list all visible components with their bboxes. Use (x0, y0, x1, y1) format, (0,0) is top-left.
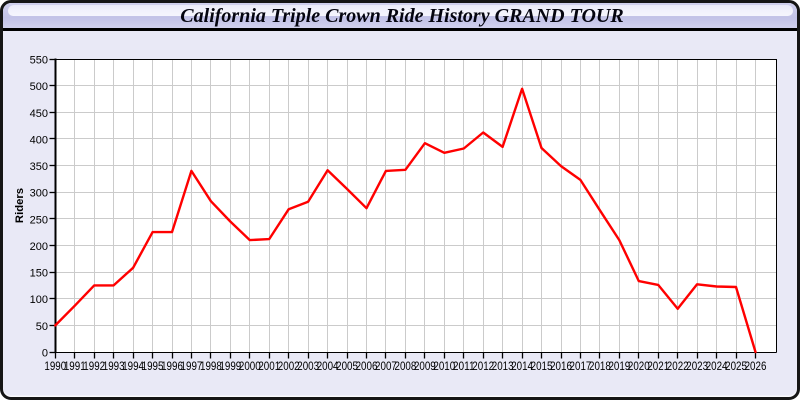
svg-text:200: 200 (30, 241, 48, 253)
svg-text:450: 450 (30, 108, 48, 120)
svg-text:300: 300 (30, 188, 48, 200)
svg-text:2010: 2010 (433, 359, 455, 373)
svg-text:0: 0 (42, 348, 48, 360)
svg-text:1998: 1998 (200, 359, 222, 373)
svg-text:2019: 2019 (608, 359, 630, 373)
svg-text:2006: 2006 (356, 359, 378, 373)
svg-text:2009: 2009 (414, 359, 436, 373)
svg-text:2001: 2001 (258, 359, 280, 373)
svg-text:1997: 1997 (181, 359, 203, 373)
svg-text:1996: 1996 (161, 359, 183, 373)
svg-text:2015: 2015 (531, 359, 553, 373)
svg-text:2011: 2011 (453, 359, 475, 373)
svg-text:400: 400 (30, 134, 48, 146)
svg-text:2016: 2016 (550, 359, 572, 373)
svg-text:Riders: Riders (14, 188, 26, 223)
svg-text:2023: 2023 (686, 359, 708, 373)
svg-text:100: 100 (30, 294, 48, 306)
svg-text:2025: 2025 (725, 359, 747, 373)
svg-text:1993: 1993 (103, 359, 125, 373)
svg-text:2012: 2012 (472, 359, 494, 373)
svg-text:2020: 2020 (628, 359, 650, 373)
svg-text:2008: 2008 (395, 359, 417, 373)
svg-text:250: 250 (30, 214, 48, 226)
svg-text:2021: 2021 (647, 359, 669, 373)
svg-text:1999: 1999 (219, 359, 241, 373)
svg-text:500: 500 (30, 81, 48, 93)
svg-text:1995: 1995 (142, 359, 164, 373)
svg-text:1992: 1992 (83, 359, 105, 373)
svg-text:2000: 2000 (239, 359, 261, 373)
svg-text:2002: 2002 (278, 359, 300, 373)
svg-text:2005: 2005 (336, 359, 358, 373)
svg-text:2018: 2018 (589, 359, 611, 373)
svg-text:2004: 2004 (317, 359, 339, 373)
svg-text:50: 50 (36, 321, 48, 333)
svg-text:1994: 1994 (122, 359, 144, 373)
svg-text:1991: 1991 (64, 359, 86, 373)
svg-text:2014: 2014 (511, 359, 533, 373)
svg-text:2026: 2026 (745, 359, 767, 373)
svg-text:2013: 2013 (492, 359, 514, 373)
svg-text:2007: 2007 (375, 359, 397, 373)
svg-text:2022: 2022 (667, 359, 689, 373)
svg-text:350: 350 (30, 161, 48, 173)
svg-text:550: 550 (30, 55, 48, 67)
svg-text:2003: 2003 (297, 359, 319, 373)
svg-text:2024: 2024 (706, 359, 728, 373)
svg-text:150: 150 (30, 268, 48, 280)
svg-text:2017: 2017 (570, 359, 592, 373)
svg-text:1990: 1990 (44, 359, 66, 373)
